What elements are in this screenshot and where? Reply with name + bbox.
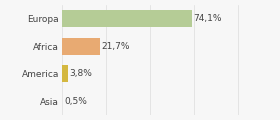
Bar: [62, 65, 68, 82]
Text: 0,5%: 0,5%: [64, 97, 87, 106]
Text: 21,7%: 21,7%: [101, 42, 130, 51]
Text: 3,8%: 3,8%: [70, 69, 93, 78]
Text: 74,1%: 74,1%: [193, 14, 222, 23]
Bar: [62, 10, 192, 27]
Bar: [62, 38, 100, 55]
